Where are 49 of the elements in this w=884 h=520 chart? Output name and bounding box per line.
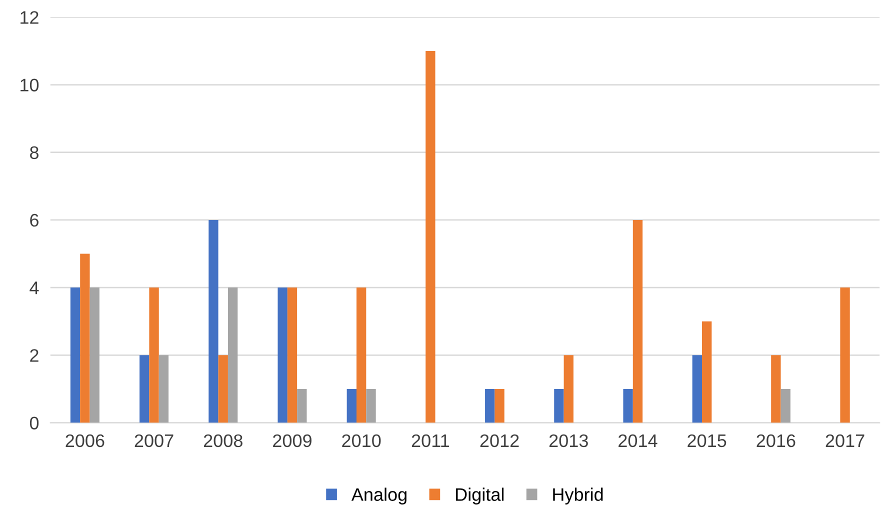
bar <box>356 288 366 423</box>
bar <box>70 288 80 423</box>
bar <box>780 388 790 423</box>
x-tick-label: 2011 <box>412 434 449 448</box>
bar <box>840 288 850 423</box>
bar <box>623 388 633 423</box>
x-tick-label: 2017 <box>826 434 864 448</box>
bar <box>208 220 218 423</box>
x-tick-label: 2014 <box>618 434 658 448</box>
y-tick-label: 12 <box>20 11 38 24</box>
y-tick-label: 10 <box>20 78 39 92</box>
legend-label: Hybrid <box>553 488 603 505</box>
legend-label: Digital <box>456 488 504 505</box>
bar <box>287 288 298 423</box>
bar <box>494 388 504 423</box>
bar <box>366 388 376 423</box>
y-tick-label: 4 <box>30 282 39 294</box>
bar <box>702 321 712 423</box>
x-tick-label: 2006 <box>66 434 104 448</box>
y-tick-label: 2 <box>30 349 38 362</box>
bar <box>346 388 356 423</box>
bar <box>692 355 702 423</box>
bar <box>90 288 100 423</box>
bar <box>218 355 228 423</box>
bar <box>632 220 643 423</box>
x-tick-label: 2016 <box>756 434 796 448</box>
bar <box>426 50 436 423</box>
x-tick-label: 2009 <box>273 434 312 448</box>
bar <box>158 355 169 423</box>
x-tick-label: 2010 <box>342 434 381 448</box>
bar <box>149 288 159 423</box>
y-tick-label: 8 <box>30 146 38 160</box>
bar <box>297 388 307 423</box>
x-tick-label: 2015 <box>688 434 726 448</box>
bar <box>564 355 574 423</box>
bar <box>485 388 495 423</box>
bar <box>80 254 90 423</box>
x-tick-label: 2013 <box>549 434 588 448</box>
bar <box>228 288 238 423</box>
legend-label: Analog <box>351 488 406 505</box>
bar <box>278 288 288 423</box>
y-tick-label: 6 <box>30 214 38 227</box>
bar <box>140 355 150 423</box>
x-tick-label: 2012 <box>480 434 519 448</box>
bar <box>771 355 781 423</box>
y-tick-label: 0 <box>30 416 39 430</box>
x-tick-label: 2007 <box>134 434 174 448</box>
x-tick-label: 2008 <box>204 434 242 448</box>
bar <box>554 388 564 423</box>
